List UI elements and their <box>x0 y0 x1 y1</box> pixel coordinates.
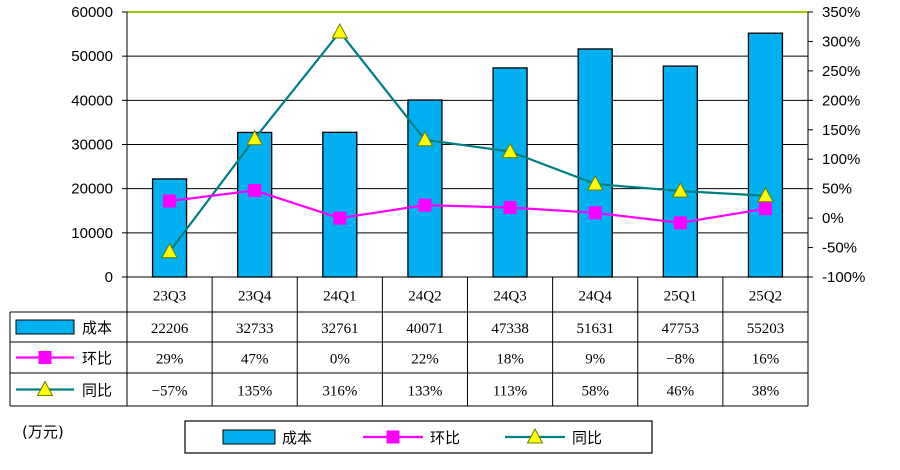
y-tick-label: 50000 <box>71 48 113 65</box>
category-label: 24Q2 <box>408 289 441 305</box>
legend-swatch-qoq-marker <box>386 430 400 444</box>
legend-label-yoy: 同比 <box>572 429 602 447</box>
legend-key-qoq-marker <box>38 351 52 364</box>
data-label: 0% <box>330 352 350 368</box>
data-label: 46% <box>667 384 695 400</box>
legend-key-yoy-marker <box>36 380 54 396</box>
yoy-point <box>331 22 349 39</box>
legend: 成本 环比 同比 <box>184 420 653 454</box>
data-label: 32733 <box>236 321 274 337</box>
left-axis-ticks: 60000 50000 40000 30000 20000 10000 0 <box>71 4 127 286</box>
line-series <box>161 22 774 259</box>
bar <box>747 32 784 278</box>
right-axis-ticks: 350% 300% 250% 200% 150% 100% 50% 0% -50% -100% <box>808 4 865 286</box>
data-label: 135% <box>237 384 272 400</box>
data-label: −8% <box>666 352 694 368</box>
unit-label: (万元) <box>22 423 64 441</box>
y-tick-label: 0 <box>105 269 113 286</box>
category-label: 23Q4 <box>238 289 272 305</box>
data-label: 9% <box>585 352 605 368</box>
qoq-point <box>588 206 602 220</box>
data-table: 23Q3 23Q4 24Q1 24Q2 24Q3 24Q4 25Q1 25Q2 成本 22206 3… <box>9 276 809 407</box>
data-label: 58% <box>581 384 609 400</box>
bar <box>407 99 443 278</box>
y2-tick-label: 0% <box>822 210 844 227</box>
bar-series <box>151 32 784 278</box>
data-label: 47753 <box>662 321 700 337</box>
y2-tick-label: 200% <box>822 92 860 109</box>
data-label: 18% <box>496 352 524 368</box>
yoy-point <box>586 174 604 191</box>
bar <box>492 67 528 278</box>
yoy-point <box>757 186 774 203</box>
y2-tick-label: 150% <box>822 122 860 139</box>
category-label: 24Q4 <box>579 289 613 305</box>
data-label: −57% <box>152 384 188 400</box>
legend-swatch-yoy-marker <box>526 427 544 444</box>
qoq-point <box>673 216 687 230</box>
data-label: 316% <box>322 384 357 400</box>
y-tick-label: 20000 <box>71 181 113 198</box>
data-label: 47% <box>241 352 269 368</box>
data-label: 22% <box>411 352 439 368</box>
data-label: 32761 <box>321 321 359 337</box>
bar <box>151 178 188 278</box>
data-label: 38% <box>752 384 780 400</box>
y2-tick-label: -100% <box>822 269 865 286</box>
y2-tick-label: 250% <box>822 63 860 80</box>
y2-tick-label: 350% <box>822 4 860 21</box>
y2-tick-label: -50% <box>822 240 857 257</box>
data-label: 40071 <box>406 321 444 337</box>
legend-key-cost <box>15 319 75 335</box>
yoy-point <box>501 142 519 159</box>
bar <box>322 131 358 278</box>
data-label: 113% <box>493 384 527 400</box>
y2-tick-label: 100% <box>822 151 860 168</box>
yoy-point <box>161 242 178 259</box>
qoq-line <box>169 189 766 224</box>
bar <box>237 131 273 278</box>
data-label: 51631 <box>576 321 614 337</box>
data-label: 55203 <box>747 321 785 337</box>
yoy-point <box>246 129 264 146</box>
category-label: 25Q1 <box>664 289 697 305</box>
qoq-point <box>248 183 262 197</box>
row-label: 同比 <box>82 382 112 400</box>
category-label: 25Q2 <box>749 289 782 305</box>
qoq-point <box>163 194 177 208</box>
category-label: 24Q3 <box>493 289 526 305</box>
category-label: 23Q3 <box>153 289 186 305</box>
row-label: 环比 <box>82 350 112 368</box>
y-tick-label: 30000 <box>71 137 113 154</box>
legend-label-cost: 成本 <box>282 429 312 447</box>
data-label: 22206 <box>151 321 189 337</box>
data-label: 133% <box>407 384 442 400</box>
y2-tick-label: 50% <box>822 181 852 198</box>
data-label: 47338 <box>491 321 529 337</box>
legend-label-qoq: 环比 <box>430 429 460 447</box>
row-label: 成本 <box>82 319 112 337</box>
qoq-point <box>333 211 347 225</box>
category-label: 24Q1 <box>323 289 356 305</box>
qoq-point <box>503 201 517 215</box>
yoy-line <box>168 30 766 253</box>
qoq-point <box>758 202 772 216</box>
y-tick-label: 10000 <box>71 225 113 242</box>
yoy-point <box>671 181 689 198</box>
y-tick-label: 60000 <box>71 4 113 21</box>
legend-swatch-cost <box>222 429 276 445</box>
bar <box>577 48 613 278</box>
bar <box>662 65 698 278</box>
data-label: 29% <box>156 352 184 368</box>
yoy-point <box>416 130 434 147</box>
qoq-point <box>418 198 432 212</box>
y-tick-label: 40000 <box>71 92 113 109</box>
y2-tick-label: 300% <box>822 33 860 50</box>
data-label: 16% <box>752 352 780 368</box>
